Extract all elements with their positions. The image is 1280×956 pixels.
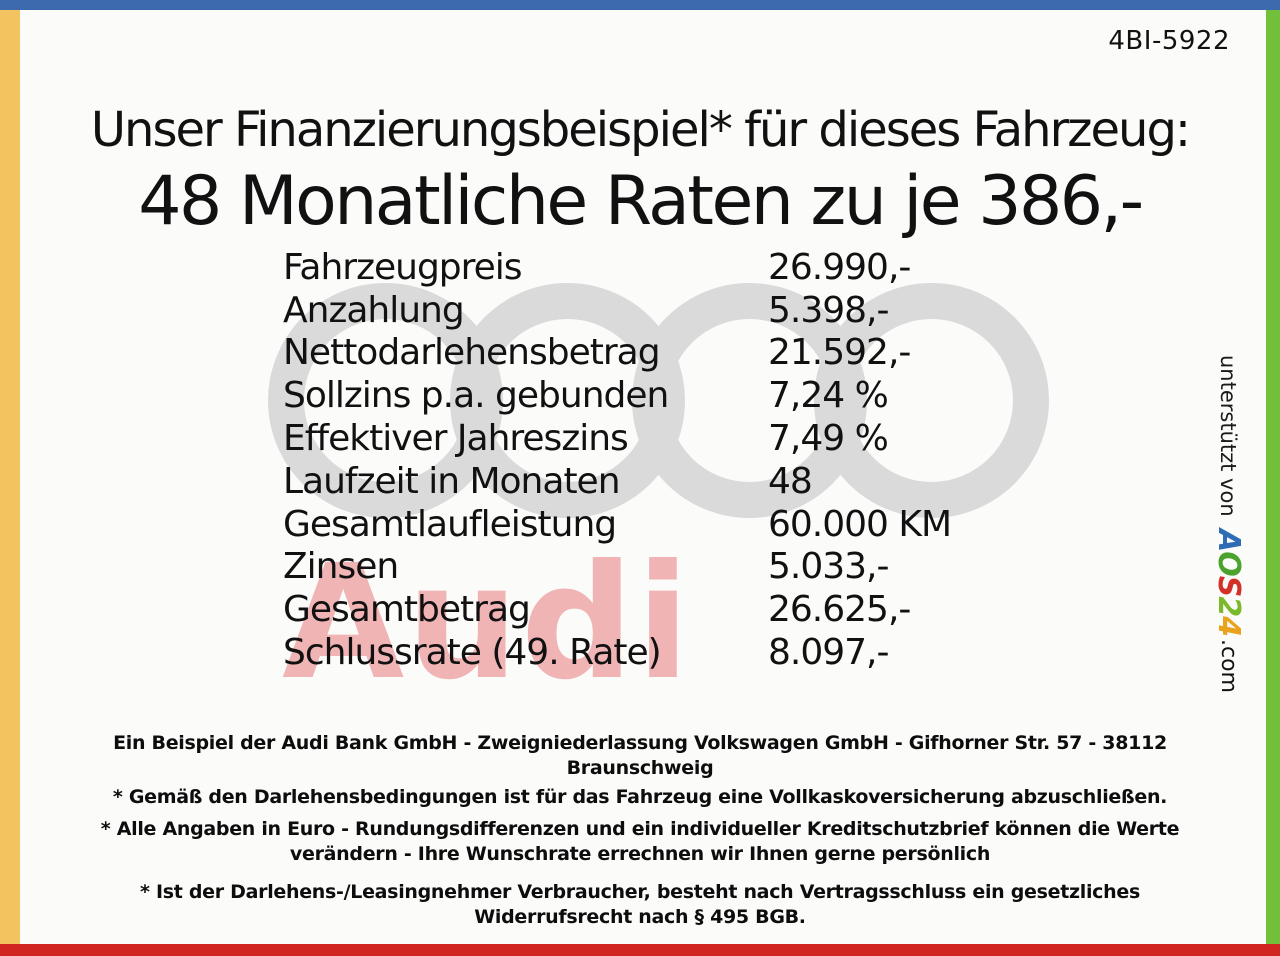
footer-line: * Alle Angaben in Euro - Rundungsdiffere… xyxy=(100,818,1180,840)
row-value: 8.097,- xyxy=(768,632,889,674)
aos24-domain-suffix: .com xyxy=(1216,638,1241,693)
row-value: 5.033,- xyxy=(768,546,889,588)
table-row: Schlussrate (49. Rate) 8.097,- xyxy=(283,631,951,674)
table-row: Gesamtbetrag 26.625,- xyxy=(283,588,951,631)
row-value: 26.625,- xyxy=(768,589,911,631)
table-row: Nettodarlehensbetrag 21.592,- xyxy=(283,332,951,375)
headline-monthly-rate: 48 Monatliche Raten zu je 386,- xyxy=(138,162,1144,241)
row-label: Effektiver Jahreszins xyxy=(283,418,629,460)
row-value: 7,49 % xyxy=(768,418,889,460)
table-row: Gesamtlaufleistung 60.000 KM xyxy=(283,503,952,546)
row-label: Schlussrate (49. Rate) xyxy=(283,632,662,674)
row-label: Sollzins p.a. gebunden xyxy=(283,375,669,417)
row-label: Gesamtlaufleistung xyxy=(283,503,617,545)
aos24-letter-o: O xyxy=(1211,550,1246,576)
row-label: Fahrzeugpreis xyxy=(283,246,523,288)
right-green-stripe xyxy=(1266,10,1280,944)
headline-financing-example: Unser Finanzierungsbeispiel* für dieses … xyxy=(90,102,1191,158)
row-label: Zinsen xyxy=(283,546,399,588)
row-label: Laufzeit in Monaten xyxy=(283,460,621,502)
aos24-letter-s: S xyxy=(1211,575,1246,596)
row-label: Nettodarlehensbetrag xyxy=(283,332,661,374)
supported-by-label: unterstützt von xyxy=(1216,355,1240,517)
footer-line: * Ist der Darlehens-/Leasingnehmer Verbr… xyxy=(140,881,1140,903)
table-row: Effektiver Jahreszins 7,49 % xyxy=(283,417,951,460)
footer-line: Braunschweig xyxy=(566,757,714,779)
aos24-digit-4: 4 xyxy=(1211,615,1246,636)
row-label: Gesamtbetrag xyxy=(283,589,531,631)
table-row: Laufzeit in Monaten 48 xyxy=(283,460,951,503)
top-blue-bar xyxy=(0,0,1280,10)
table-row: Sollzins p.a. gebunden 7,24 % xyxy=(283,374,951,417)
legal-footer: Ein Beispiel der Audi Bank GmbH - Zweign… xyxy=(40,731,1240,930)
table-row: Zinsen 5.033,- xyxy=(283,546,951,589)
finance-table: Fahrzeugpreis 26.990,- Anzahlung 5.398,-… xyxy=(283,246,952,674)
footer-line: * Gemäß den Darlehensbedingungen ist für… xyxy=(112,786,1168,808)
audi-brand-watermark: Audi xyxy=(282,531,693,715)
row-value: 21.592,- xyxy=(768,332,911,374)
footer-line: verändern - Ihre Wunschrate errechnen wi… xyxy=(289,843,991,865)
left-yellow-stripe xyxy=(0,10,20,944)
bottom-red-bar xyxy=(0,944,1280,956)
aos24-letter-a: A xyxy=(1211,528,1246,551)
row-value: 7,24 % xyxy=(768,375,889,417)
table-row: Anzahlung 5.398,- xyxy=(283,289,951,332)
supported-by-vertical-text: unterstützt von AOS24.com xyxy=(1211,355,1246,725)
aos24-logo: AOS24 xyxy=(1211,529,1246,636)
footer-line: Widerrufsrecht nach § 495 BGB. xyxy=(474,906,806,928)
footer-line: Ein Beispiel der Audi Bank GmbH - Zweign… xyxy=(113,732,1167,754)
row-value: 60.000 KM xyxy=(768,503,952,545)
row-value: 26.990,- xyxy=(768,246,911,288)
table-row: Fahrzeugpreis 26.990,- xyxy=(283,246,951,289)
row-value: 48 xyxy=(768,460,813,502)
row-label: Anzahlung xyxy=(283,289,465,331)
aos24-digit-2: 2 xyxy=(1211,596,1246,616)
reference-code: 4BI-5922 xyxy=(1108,26,1230,56)
row-value: 5.398,- xyxy=(768,289,889,331)
